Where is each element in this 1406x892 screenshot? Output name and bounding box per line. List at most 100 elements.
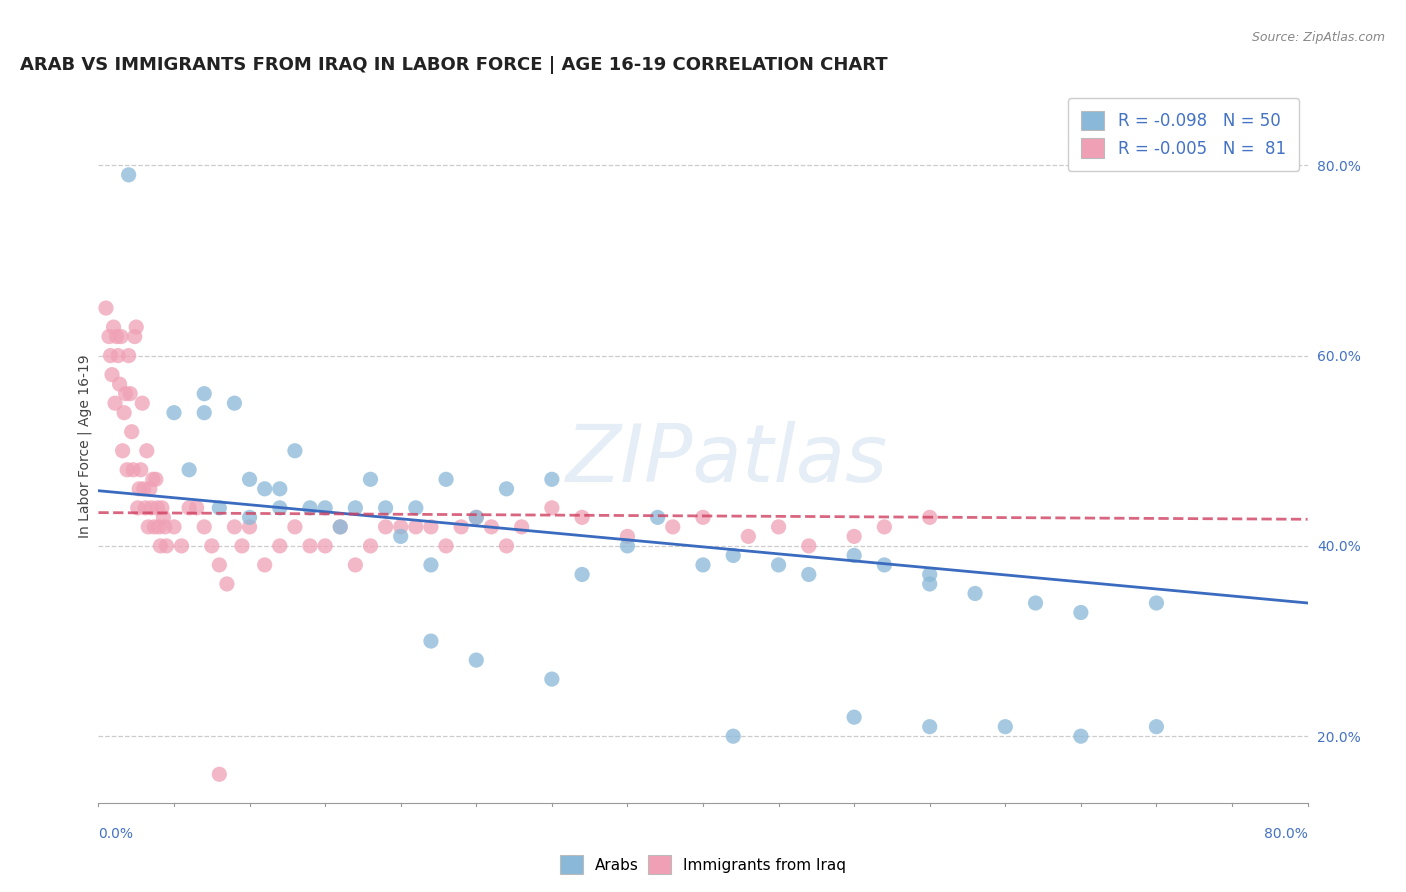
Point bbox=[344, 558, 367, 572]
Point bbox=[344, 500, 367, 515]
Point bbox=[314, 500, 336, 515]
Point bbox=[139, 482, 162, 496]
Point bbox=[163, 406, 186, 420]
Point bbox=[360, 472, 382, 486]
Point bbox=[540, 500, 562, 515]
Point bbox=[450, 520, 472, 534]
Point bbox=[239, 520, 262, 534]
Point bbox=[329, 520, 352, 534]
Point bbox=[132, 482, 155, 496]
Point bbox=[873, 558, 896, 572]
Point bbox=[495, 482, 517, 496]
Point bbox=[768, 558, 790, 572]
Point bbox=[965, 586, 987, 600]
Point bbox=[127, 500, 149, 515]
Point bbox=[737, 529, 759, 543]
Text: ARAB VS IMMIGRANTS FROM IRAQ IN LABOR FORCE | AGE 16-19 CORRELATION CHART: ARAB VS IMMIGRANTS FROM IRAQ IN LABOR FO… bbox=[20, 56, 887, 74]
Point bbox=[994, 720, 1017, 734]
Point bbox=[120, 386, 142, 401]
Text: ZIPatlas: ZIPatlas bbox=[567, 421, 889, 500]
Text: 80.0%: 80.0% bbox=[1264, 827, 1308, 840]
Point bbox=[465, 653, 488, 667]
Point bbox=[253, 482, 276, 496]
Point bbox=[873, 520, 896, 534]
Point bbox=[135, 443, 157, 458]
Point bbox=[134, 500, 156, 515]
Point bbox=[224, 520, 246, 534]
Point bbox=[374, 500, 396, 515]
Point bbox=[152, 510, 174, 524]
Point bbox=[208, 500, 231, 515]
Point bbox=[208, 558, 231, 572]
Point bbox=[918, 720, 941, 734]
Point bbox=[224, 396, 246, 410]
Point bbox=[105, 329, 128, 343]
Point bbox=[108, 377, 131, 392]
Point bbox=[405, 520, 427, 534]
Point bbox=[571, 510, 593, 524]
Point bbox=[146, 500, 169, 515]
Point bbox=[918, 567, 941, 582]
Point bbox=[540, 672, 562, 686]
Point bbox=[465, 510, 488, 524]
Text: 0.0%: 0.0% bbox=[98, 827, 134, 840]
Point bbox=[420, 558, 443, 572]
Point bbox=[186, 500, 208, 515]
Point bbox=[465, 510, 488, 524]
Point bbox=[284, 520, 307, 534]
Point bbox=[1024, 596, 1046, 610]
Point bbox=[1144, 596, 1167, 610]
Point bbox=[129, 463, 152, 477]
Point bbox=[101, 368, 124, 382]
Point bbox=[647, 510, 669, 524]
Point bbox=[111, 443, 134, 458]
Point bbox=[141, 500, 163, 515]
Point bbox=[115, 463, 138, 477]
Point bbox=[114, 386, 136, 401]
Point bbox=[149, 539, 172, 553]
Point bbox=[98, 329, 121, 343]
Y-axis label: In Labor Force | Age 16-19: In Labor Force | Age 16-19 bbox=[77, 354, 91, 538]
Point bbox=[107, 349, 129, 363]
Point bbox=[179, 463, 201, 477]
Point bbox=[121, 425, 143, 439]
Point bbox=[616, 529, 638, 543]
Point bbox=[118, 168, 141, 182]
Point bbox=[797, 567, 820, 582]
Point bbox=[208, 767, 231, 781]
Point bbox=[215, 577, 238, 591]
Point bbox=[797, 539, 820, 553]
Point bbox=[405, 500, 427, 515]
Point bbox=[269, 539, 291, 553]
Point bbox=[253, 558, 276, 572]
Point bbox=[434, 472, 457, 486]
Legend: R = -0.098   N = 50, R = -0.005   N =  81: R = -0.098 N = 50, R = -0.005 N = 81 bbox=[1067, 97, 1299, 171]
Point bbox=[844, 549, 866, 563]
Point bbox=[193, 520, 215, 534]
Point bbox=[1144, 720, 1167, 734]
Text: Source: ZipAtlas.com: Source: ZipAtlas.com bbox=[1251, 31, 1385, 45]
Point bbox=[723, 549, 745, 563]
Point bbox=[571, 567, 593, 582]
Point bbox=[153, 520, 176, 534]
Point bbox=[299, 500, 322, 515]
Point bbox=[239, 510, 262, 524]
Point bbox=[142, 472, 165, 486]
Point bbox=[844, 529, 866, 543]
Point bbox=[918, 577, 941, 591]
Point bbox=[360, 539, 382, 553]
Point bbox=[269, 482, 291, 496]
Point bbox=[692, 510, 714, 524]
Point bbox=[100, 349, 122, 363]
Point bbox=[201, 539, 224, 553]
Point bbox=[163, 520, 186, 534]
Point bbox=[231, 539, 253, 553]
Point bbox=[94, 301, 117, 315]
Point bbox=[150, 500, 173, 515]
Point bbox=[768, 520, 790, 534]
Point bbox=[284, 443, 307, 458]
Point bbox=[143, 520, 166, 534]
Point bbox=[124, 329, 146, 343]
Point bbox=[131, 396, 153, 410]
Point bbox=[329, 520, 352, 534]
